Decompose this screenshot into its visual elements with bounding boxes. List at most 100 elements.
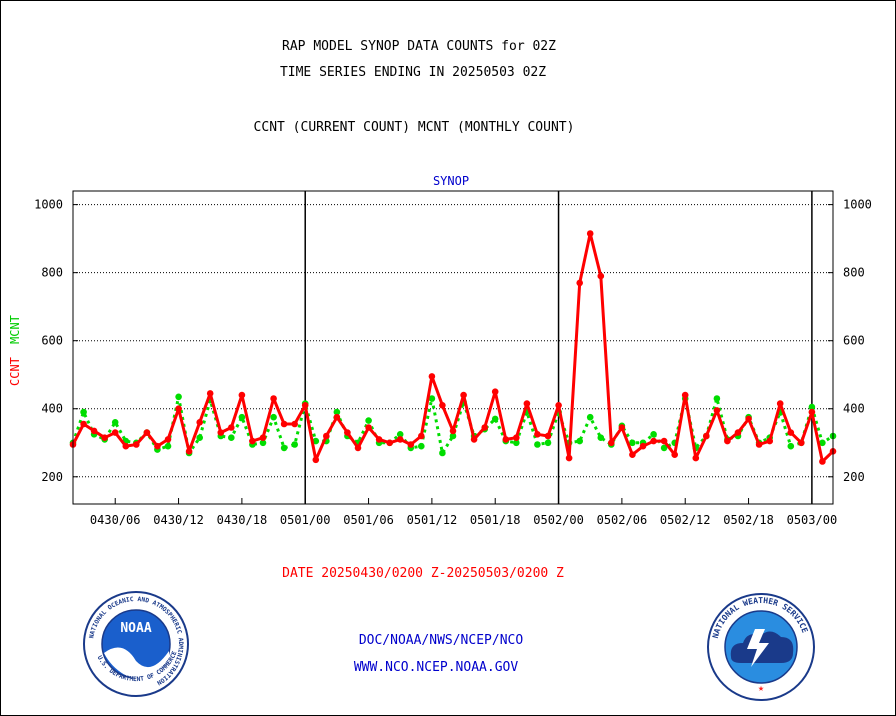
y-tick-label-right: 200 [843, 470, 865, 484]
mcnt-point [576, 437, 583, 445]
x-tick-label: 0502/18 [723, 513, 774, 527]
ccnt-point [745, 415, 752, 423]
y-tick-label-left: 600 [41, 334, 63, 348]
ccnt-point [354, 444, 362, 452]
ccnt-point [206, 390, 214, 397]
mcnt-point [312, 437, 320, 445]
ccnt-point [597, 272, 605, 280]
mcnt-point [449, 432, 457, 440]
mcnt-point [333, 408, 341, 416]
ccnt-point [491, 388, 499, 396]
ccnt-point [819, 458, 826, 465]
mcnt-point [164, 442, 172, 450]
y-axis-label-group: CCNT MCNT [8, 315, 22, 386]
org-path-link[interactable]: DOC/NOAA/NWS/NCEP/NCO [358, 633, 524, 648]
x-tick-label: 0430/12 [153, 513, 204, 527]
ccnt-point [650, 437, 657, 445]
y-tick-label-left: 800 [41, 266, 63, 280]
ccnt-point [238, 391, 246, 399]
mcnt-point [270, 413, 277, 421]
ccnt-point [407, 441, 415, 448]
day-boundary-layer [304, 191, 813, 504]
y-tick-label-right: 800 [843, 266, 865, 280]
mcnt-point [650, 431, 657, 438]
mcnt-point [534, 441, 541, 448]
ccnt-point [90, 427, 98, 435]
series-group-label: SYNOP [433, 174, 469, 188]
mcnt-point [280, 444, 288, 452]
ccnt-point [196, 419, 203, 426]
y-axis-label-mcnt: MCNT [8, 315, 22, 344]
ccnt-point [586, 230, 594, 237]
ccnt-point [259, 434, 267, 442]
y-axis-label-ccnt: CCNT [8, 357, 22, 386]
chart-legend-description: CCNT (CURRENT COUNT) MCNT (MONTHLY COUNT… [253, 120, 575, 135]
ccnt-point [439, 402, 446, 409]
mcnt-point [259, 439, 267, 447]
mcnt-point [629, 439, 636, 447]
mcnt-point [586, 413, 594, 421]
ccnt-point [217, 429, 225, 436]
svg-text:NOAA: NOAA [120, 621, 151, 636]
website-link[interactable]: WWW.NCO.NCEP.NOAA.GOV [353, 660, 519, 675]
ccnt-point [111, 429, 119, 436]
y-tick-label-right: 600 [843, 334, 865, 348]
ccnt-point [671, 451, 678, 459]
ccnt-point [724, 437, 731, 445]
ccnt-point [175, 405, 182, 413]
ccnt-point [449, 427, 457, 435]
ccnt-point [755, 441, 763, 448]
x-tick-label: 0430/18 [217, 513, 268, 527]
ccnt-point [291, 420, 299, 428]
ccnt-point [375, 436, 383, 443]
mcnt-point [428, 395, 436, 402]
y-tick-label-left: 1000 [34, 198, 63, 212]
mcnt-point [396, 431, 404, 438]
mcnt-point [819, 439, 826, 447]
ccnt-point [122, 442, 130, 450]
ccnt-point [323, 432, 330, 440]
ccnt-point [787, 429, 795, 436]
ccnt-point [460, 391, 467, 399]
ccnt-point [523, 400, 531, 407]
chart-title-line1: RAP MODEL SYNOP DATA COUNTS for 02Z [282, 39, 556, 54]
mcnt-point [787, 442, 795, 450]
mcnt-point [544, 439, 552, 447]
mcnt-point [597, 434, 605, 442]
mcnt-point [418, 442, 425, 450]
ccnt-point [502, 436, 510, 443]
tick-layer: 200 200 400 400 600 600 800 800 1000 1000 0430/06 0… [34, 198, 872, 527]
ccnt-point [555, 402, 562, 409]
noaa-logo[interactable]: NOAA NATIONAL OCEANIC AND ATMOSPHERIC AD… [83, 591, 189, 697]
ccnt-point [80, 420, 87, 428]
ccnt-point [280, 420, 288, 428]
ccnt-point [766, 437, 773, 445]
mcnt-point [439, 449, 446, 457]
ccnt-point [365, 424, 372, 431]
ccnt-point [629, 451, 636, 459]
ccnt-point [639, 442, 647, 450]
ccnt-point [608, 439, 615, 447]
ccnt-point [312, 456, 320, 464]
ccnt-point [798, 439, 805, 447]
ccnt-point [470, 436, 478, 443]
ccnt-point [513, 434, 520, 442]
y-tick-label-left: 400 [41, 402, 63, 416]
x-tick-label: 0430/06 [90, 513, 141, 527]
grid-layer [73, 204, 833, 478]
series-layer [69, 230, 837, 465]
mcnt-point [80, 408, 87, 416]
svg-text:★: ★ [758, 683, 764, 694]
y-tick-label-right: 1000 [843, 198, 872, 212]
ccnt-point [133, 441, 140, 448]
ccnt-point [734, 429, 742, 436]
x-tick-label: 0503/00 [787, 513, 838, 527]
nws-logo[interactable]: ★ NATIONAL WEATHER SERVICE [707, 593, 815, 701]
ccnt-point [418, 432, 425, 440]
ccnt-point [386, 439, 394, 447]
mcnt-point [228, 434, 235, 442]
ccnt-point [154, 442, 161, 450]
mcnt-point [808, 403, 816, 411]
ccnt-point [703, 432, 710, 440]
